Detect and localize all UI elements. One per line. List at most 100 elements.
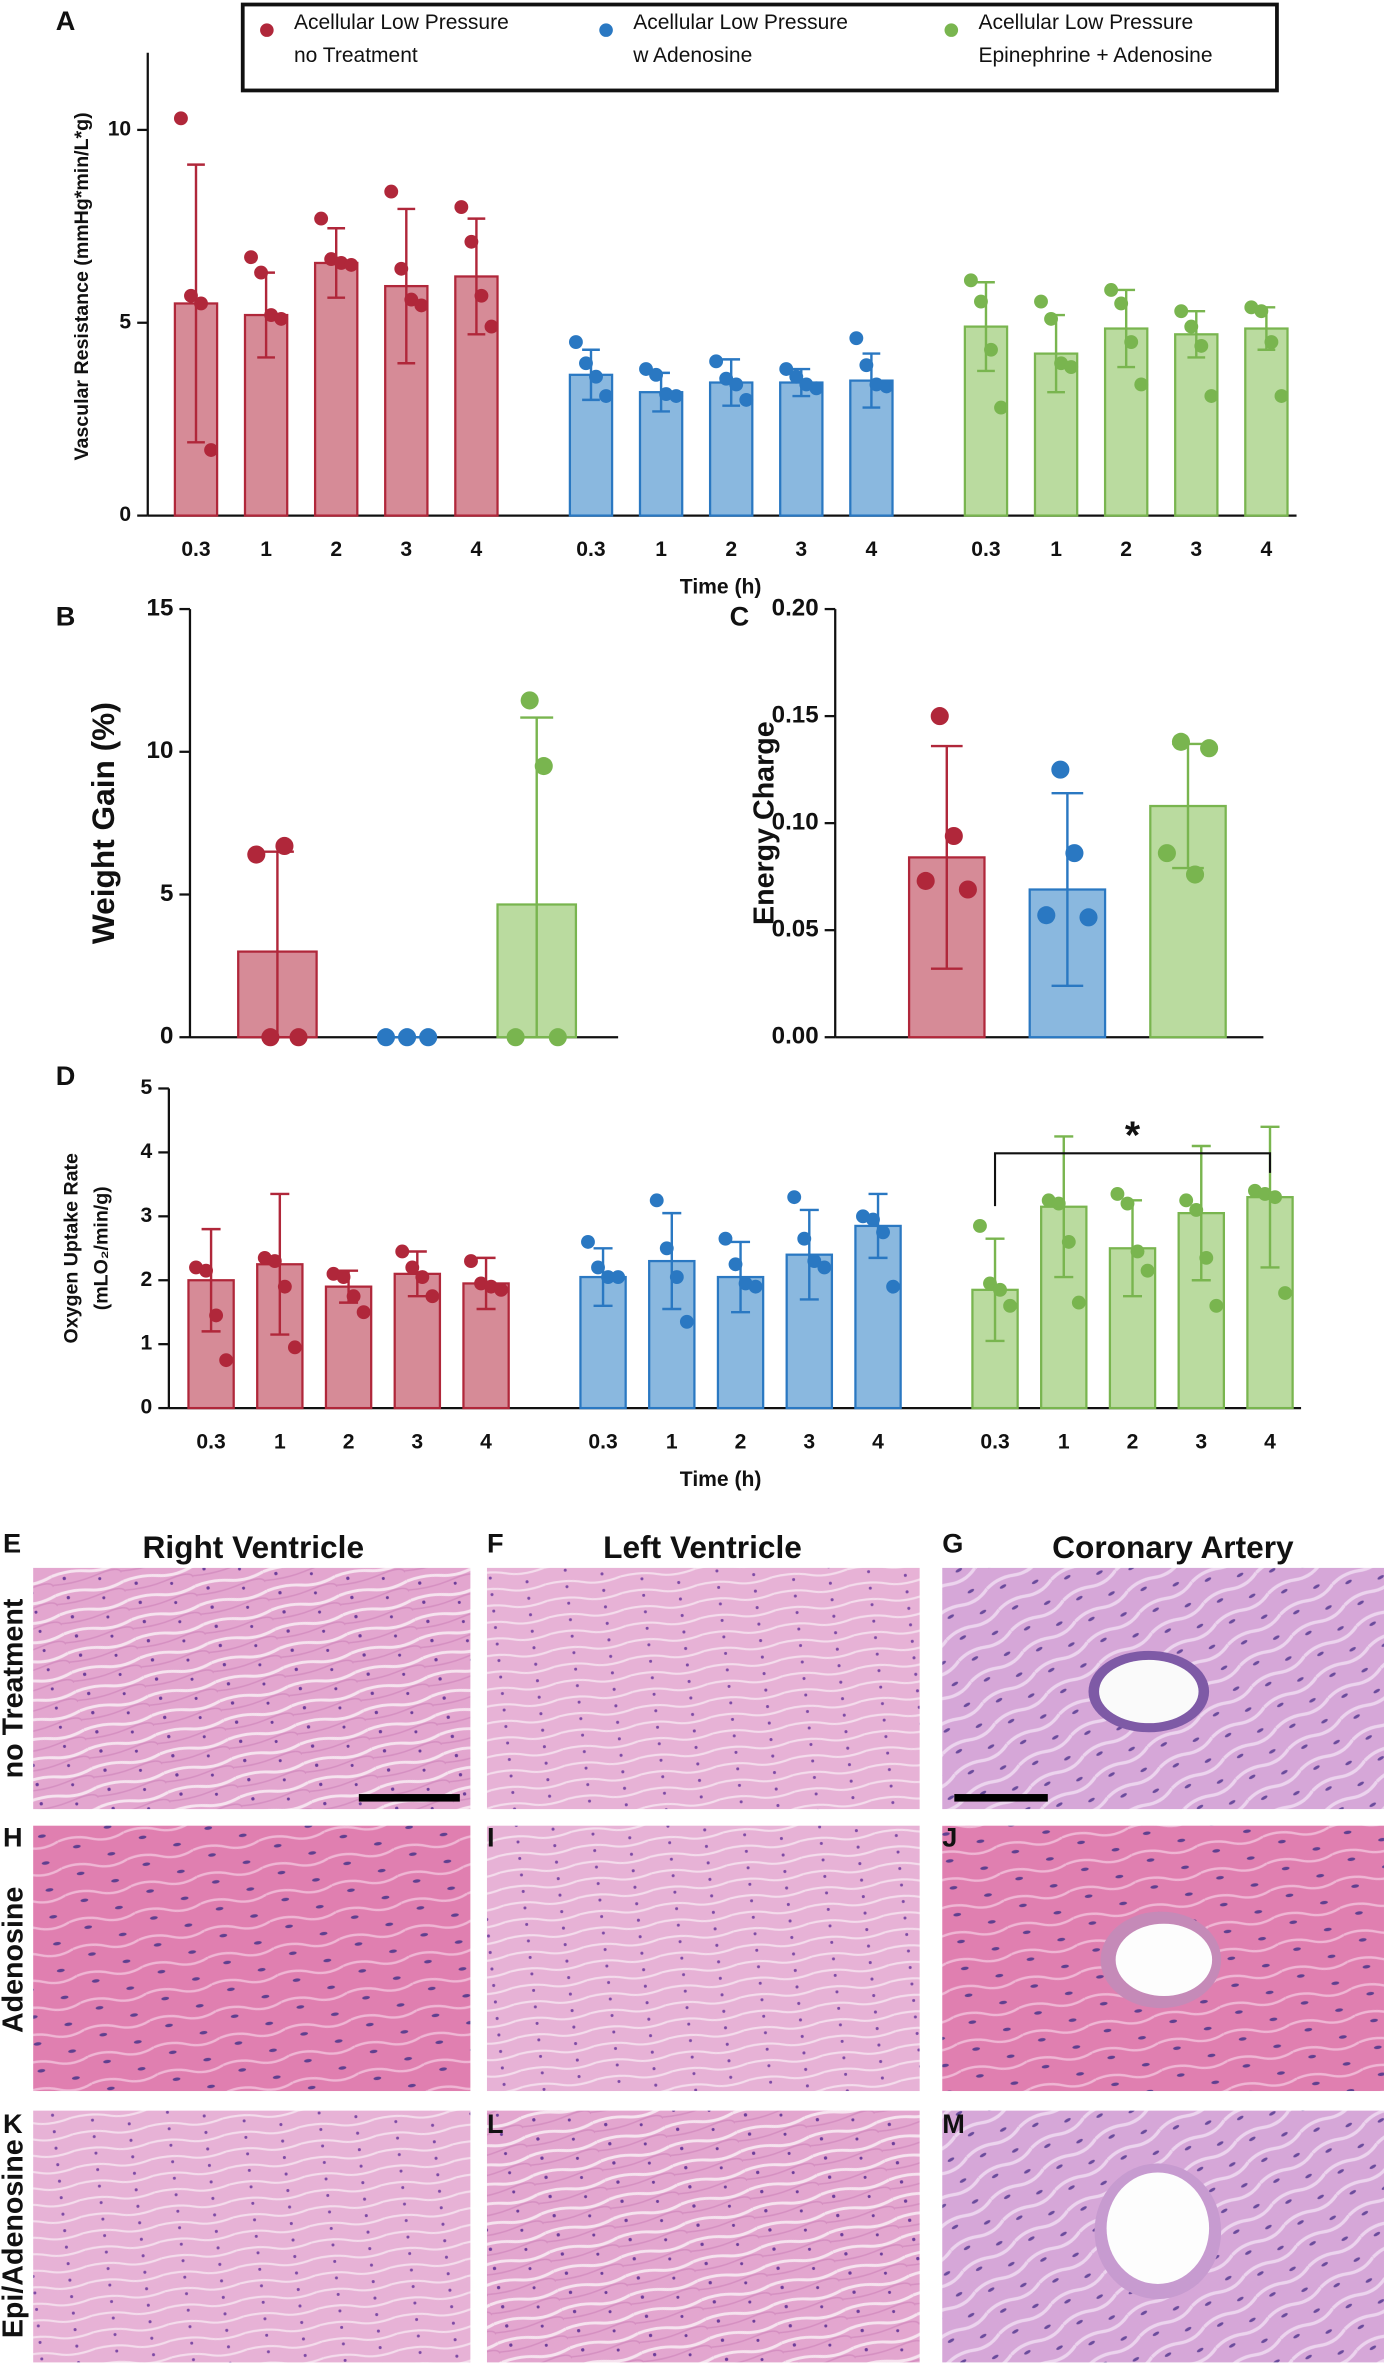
error-bar [1051, 791, 1084, 988]
histology-image [486, 1567, 920, 1810]
x-tick-label: 2 [343, 1430, 355, 1453]
data-point [194, 296, 208, 311]
data-point [649, 367, 664, 382]
data-point [1278, 1286, 1293, 1300]
legend-entry: Acellular Low Pressure Epinephrine + Ade… [978, 11, 1213, 68]
data-point [1071, 1295, 1086, 1310]
bar [638, 391, 684, 517]
data-point [797, 1231, 812, 1246]
vessel-lumen [1099, 1659, 1199, 1724]
x-axis-label: Time (h) [680, 1468, 762, 1491]
data-point [204, 443, 219, 457]
data-point [719, 371, 734, 386]
data-point [859, 358, 874, 373]
data-point [1264, 335, 1279, 349]
histology [33, 1567, 1384, 2363]
y-tick-label: 1 [141, 1332, 153, 1355]
data-point [464, 1254, 478, 1269]
data-point [1110, 1187, 1125, 1201]
data-point [974, 294, 988, 309]
row-label: Adenosine [0, 1887, 30, 2033]
data-point [484, 319, 499, 334]
y-axis-label: Weight Gain (%) [85, 702, 121, 944]
data-point [376, 1028, 396, 1047]
histology-image [33, 1567, 471, 1810]
data-point [244, 250, 258, 265]
x-tick-label: 3 [1195, 1430, 1207, 1453]
y-tick-label: 0 [119, 503, 131, 526]
x-tick-label: 4 [480, 1430, 492, 1453]
data-point [1051, 1196, 1066, 1211]
data-point [356, 1305, 371, 1320]
panel-label: C [730, 600, 750, 631]
data-point [474, 288, 489, 303]
y-tick-label: 5 [160, 880, 173, 907]
data-point [1184, 319, 1199, 334]
y-tick-label: 10 [147, 737, 174, 764]
histology-image [33, 2110, 471, 2363]
panel-label: B [56, 600, 76, 631]
data-point [1114, 296, 1129, 311]
data-point [709, 354, 724, 369]
data-point [1064, 360, 1079, 375]
x-tick-label: 2 [725, 538, 737, 561]
y-tick-label: 0.00 [772, 1023, 819, 1050]
data-point [209, 1308, 224, 1323]
legend-entry: Acellular Low Pressure w Adenosine [633, 11, 848, 68]
error-bar [731, 1240, 751, 1314]
data-point [336, 1270, 351, 1284]
data-point [591, 1260, 605, 1275]
row-label: Epi/Adenosine [0, 2139, 30, 2338]
data-point [1079, 908, 1098, 927]
panel-label: E [3, 1527, 21, 1558]
y-tick-label: 0.15 [772, 701, 819, 728]
x-tick-label: 0.3 [181, 538, 210, 561]
data-point [669, 1270, 684, 1284]
x-axis-label: Time (h) [680, 576, 762, 599]
data-point [464, 234, 479, 249]
data-point [1254, 304, 1269, 319]
y-tick-label: 0 [141, 1396, 153, 1419]
x-tick-label: 2 [1120, 538, 1132, 561]
legend-marker [944, 23, 959, 37]
x-tick-label: 3 [803, 1430, 815, 1453]
column-title: Right Ventricle [143, 1529, 365, 1565]
data-point [425, 1289, 440, 1304]
data-point [395, 1244, 410, 1259]
data-point [611, 1270, 626, 1284]
x-tick-label: 1 [655, 538, 667, 561]
data-point [1268, 1190, 1282, 1205]
column-title: Left Ventricle [603, 1529, 802, 1565]
data-point [398, 1028, 417, 1047]
bar [313, 261, 359, 517]
histology-image [486, 1825, 920, 2092]
data-point [247, 845, 266, 864]
x-tick-label: 2 [1127, 1430, 1139, 1453]
x-tick-label: 1 [260, 538, 272, 561]
data-point [916, 871, 935, 890]
data-point [1104, 283, 1119, 297]
data-point [973, 1218, 987, 1233]
x-tick-label: 2 [330, 538, 342, 561]
data-point [718, 1231, 733, 1246]
panel-label: D [56, 1060, 76, 1091]
data-point [1174, 304, 1189, 319]
x-tick-label: 1 [1050, 538, 1062, 561]
x-tick-label: 3 [411, 1430, 423, 1453]
x-tick-label: 1 [1058, 1430, 1070, 1453]
y-tick-label: 4 [141, 1140, 153, 1163]
data-point [1003, 1298, 1018, 1313]
data-point [993, 1282, 1007, 1297]
data-point [1179, 1193, 1194, 1208]
data-point [548, 1028, 567, 1047]
x-tick-label: 0.3 [971, 538, 1000, 561]
data-point [1200, 739, 1219, 758]
data-point [963, 273, 978, 288]
data-point [1130, 1244, 1145, 1259]
data-point [219, 1353, 234, 1368]
error-bar [799, 1208, 819, 1301]
vessel-lumen [1115, 1923, 1213, 1997]
legend-marker [599, 23, 613, 37]
data-point [809, 381, 824, 396]
y-axis-label: Vascular Resistance (mmHg*min/L*g) [71, 112, 93, 460]
